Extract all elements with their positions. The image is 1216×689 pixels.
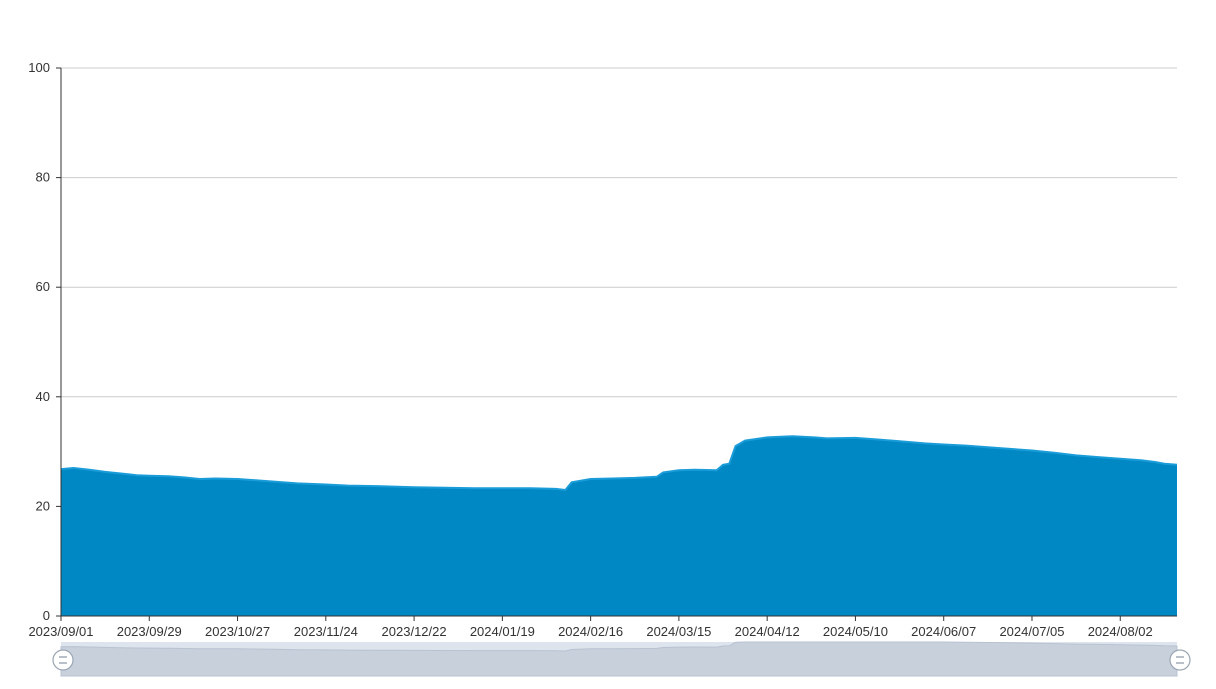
x-tick-label: 2023/10/27 — [205, 624, 270, 639]
zoom-handle-start[interactable] — [52, 649, 74, 671]
zoom-handle-knob[interactable] — [1169, 649, 1191, 671]
x-tick-label: 2024/01/19 — [470, 624, 535, 639]
data-zoom-slider[interactable] — [52, 641, 1191, 677]
x-tick-label: 2023/09/29 — [117, 624, 182, 639]
zoom-handle-knob[interactable] — [52, 649, 74, 671]
x-tick-label: 2024/07/05 — [999, 624, 1064, 639]
y-tick-label: 40 — [36, 389, 50, 404]
y-tick-label: 0 — [43, 608, 50, 623]
y-tick-label: 20 — [36, 498, 50, 513]
x-tick-label: 2023/12/22 — [382, 624, 447, 639]
area-line — [60, 435, 1178, 492]
x-tick-label: 2024/03/15 — [646, 624, 711, 639]
x-tick-label: 2024/04/12 — [735, 624, 800, 639]
x-tick-label: 2024/06/07 — [911, 624, 976, 639]
y-tick-label: 100 — [28, 60, 50, 75]
area-fill — [61, 436, 1177, 616]
x-tick-label: 2024/02/16 — [558, 624, 623, 639]
axes — [60, 68, 1177, 617]
zoom-preview-area — [60, 641, 1178, 677]
x-tick-label: 2023/11/24 — [294, 624, 358, 639]
x-tick-label: 2024/05/10 — [823, 624, 888, 639]
gridlines — [61, 67, 1177, 507]
x-tick-label: 2023/09/01 — [28, 624, 93, 639]
x-tick-label: 2024/08/02 — [1088, 624, 1153, 639]
y-axis-ticks: 0 20 40 60 80 100 — [28, 60, 61, 623]
series-area — [60, 435, 1178, 616]
y-tick-label: 60 — [36, 279, 50, 294]
zoom-handle-end[interactable] — [1169, 649, 1191, 671]
y-tick-label: 80 — [36, 170, 50, 185]
x-axis-ticks: 2023/09/01 2023/09/29 2023/10/27 2023/11/24… — [28, 616, 1153, 639]
